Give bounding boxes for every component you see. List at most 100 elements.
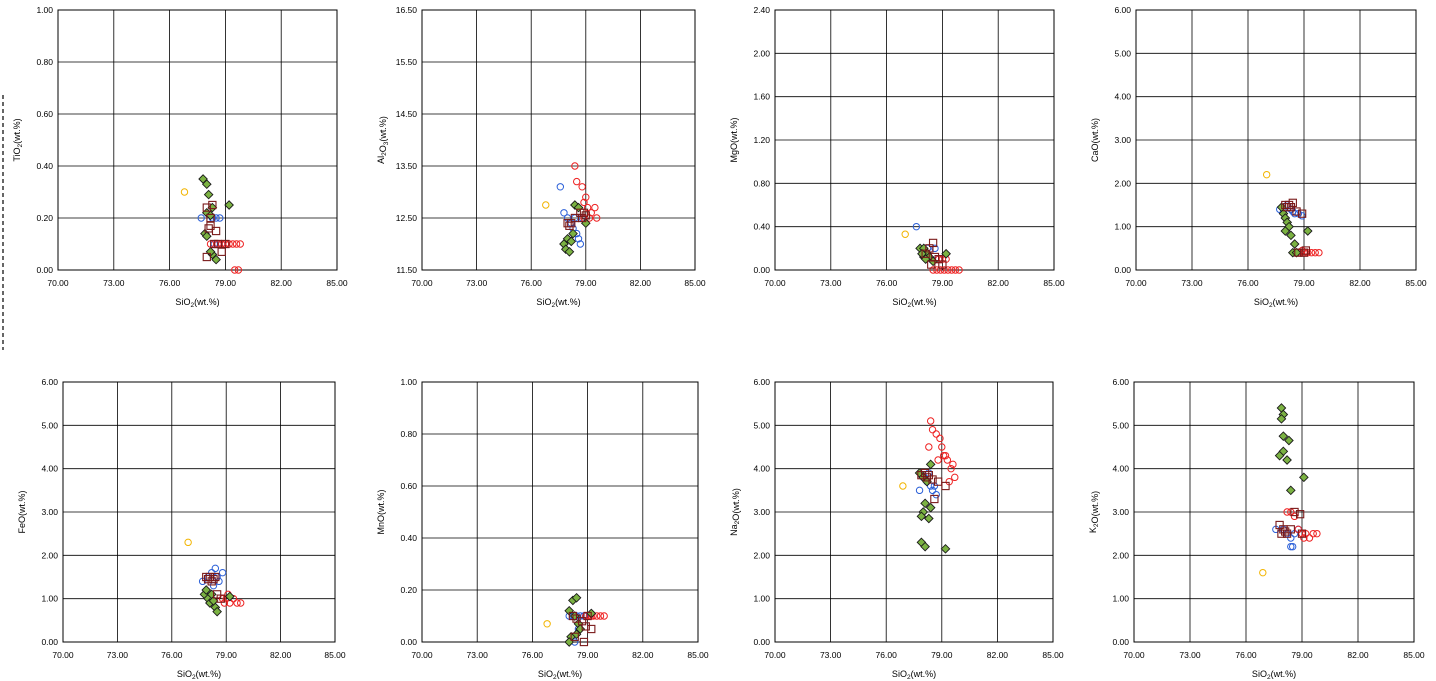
data-point: [212, 606, 222, 617]
plot-frame: [774, 381, 1054, 643]
data-point: [1302, 226, 1313, 236]
data-series: [542, 201, 550, 209]
data-point: [1274, 450, 1285, 461]
x-axis-label: SiO2(wt.%): [538, 669, 582, 681]
data-point: [224, 591, 235, 602]
data-point: [922, 473, 932, 482]
y-axis-label: TiO2(wt.%): [12, 118, 24, 161]
data-point: [211, 564, 220, 573]
data-point: [1309, 529, 1317, 538]
y-tick-label: 0.80: [753, 178, 770, 188]
x-tick-label: 79.00: [931, 650, 953, 660]
data-series: [1276, 202, 1313, 258]
data-point: [916, 511, 927, 522]
data-point: [1307, 248, 1316, 257]
y-axis-label: CaO(wt.%): [1090, 118, 1100, 162]
y-tick-label: 6.00: [1114, 5, 1131, 15]
data-point: [578, 183, 586, 191]
x-tick-label: 76.00: [876, 650, 898, 660]
data-point: [1286, 203, 1296, 212]
data-series: [568, 611, 596, 647]
x-tick-label: 76.00: [521, 278, 543, 288]
y-tick-label: 2.00: [1114, 178, 1131, 188]
data-series: [543, 620, 551, 628]
data-point: [925, 443, 933, 451]
data-point: [236, 240, 244, 248]
data-point: [1313, 529, 1321, 538]
data-point: [231, 266, 239, 274]
y-tick-label: 5.00: [41, 420, 58, 430]
data-point: [1288, 542, 1297, 551]
y-tick-label: 13.50: [396, 161, 418, 171]
data-point: [206, 213, 215, 223]
x-tick-label: 70.00: [47, 278, 69, 288]
data-point: [1299, 472, 1309, 483]
data-series: [921, 238, 947, 269]
data-series: [571, 162, 601, 222]
data-series: [563, 208, 590, 230]
scatter-panel: 70.00 73.00 76.00 79.00 82.00 85.00 0.00 1.00 2.…: [1090, 5, 1427, 309]
y-tick-label: 0.80: [400, 429, 417, 439]
data-point: [570, 632, 579, 641]
data-point: [208, 595, 219, 606]
y-tick-label: 0.00: [400, 637, 417, 647]
y-tick-label: 2.00: [1112, 550, 1129, 560]
data-point: [1284, 435, 1294, 446]
x-tick-label: 76.00: [1237, 278, 1259, 288]
data-point: [542, 201, 550, 209]
data-point: [951, 473, 959, 482]
x-axis-label: SiO2(wt.%): [1254, 297, 1298, 309]
data-point: [1288, 198, 1297, 207]
plot-frame: [57, 9, 338, 271]
data-point: [197, 214, 205, 222]
x-tick-label: 79.00: [1293, 278, 1315, 288]
data-point: [583, 611, 592, 621]
data-point: [941, 451, 950, 460]
data-point: [901, 230, 909, 238]
x-tick-label: 73.00: [820, 650, 842, 660]
x-tick-label: 70.00: [1123, 650, 1145, 660]
data-point: [208, 200, 217, 210]
data-point: [591, 203, 599, 212]
data-point: [201, 585, 212, 595]
y-axis-label: FeO(wt.%): [17, 490, 27, 533]
data-point: [211, 254, 221, 265]
x-axis-label: SiO2(wt.%): [177, 669, 221, 681]
y-tick-label: 0.00: [36, 265, 53, 275]
data-point: [201, 231, 212, 242]
data-point: [1294, 248, 1303, 257]
data-point: [229, 240, 237, 248]
data-point: [180, 188, 189, 196]
data-point: [1287, 542, 1295, 551]
data-point: [948, 266, 956, 274]
y-tick-label: 0.00: [1112, 637, 1129, 647]
data-point: [582, 193, 590, 201]
y-tick-label: 1.00: [1114, 222, 1131, 232]
x-tick-label: 79.00: [932, 278, 954, 288]
scatter-panel: 70.00 73.00 76.00 79.00 82.00 85.00 0.00 0.20 0.…: [376, 377, 709, 681]
y-tick-label: 3.00: [41, 507, 58, 517]
plot-frame: [774, 9, 1055, 271]
x-tick-label: 73.00: [466, 278, 488, 288]
data-point: [928, 425, 937, 434]
data-point: [932, 430, 940, 438]
data-point: [218, 568, 227, 577]
y-tick-label: 1.00: [400, 377, 417, 387]
scatter-panel: 70.00 73.00 76.00 79.00 82.00 85.00 0.00 0.20 0.…: [12, 5, 348, 309]
x-tick-label: 85.00: [326, 278, 348, 288]
data-series: [199, 585, 235, 617]
data-series: [914, 459, 951, 554]
data-point: [938, 443, 946, 451]
data-point: [1283, 508, 1291, 516]
data-point: [1259, 568, 1267, 577]
y-tick-label: 15.50: [396, 57, 418, 67]
y-tick-label: 1.60: [753, 92, 770, 102]
x-tick-label: 82.00: [1349, 278, 1371, 288]
plot-frame: [62, 381, 336, 643]
y-tick-label: 0.00: [1114, 265, 1131, 275]
data-point: [925, 459, 936, 470]
x-tick-label: 85.00: [687, 650, 709, 660]
y-axis-label: MgO(wt.%): [729, 117, 739, 162]
y-tick-label: 5.00: [753, 420, 770, 430]
data-point: [1290, 512, 1299, 521]
